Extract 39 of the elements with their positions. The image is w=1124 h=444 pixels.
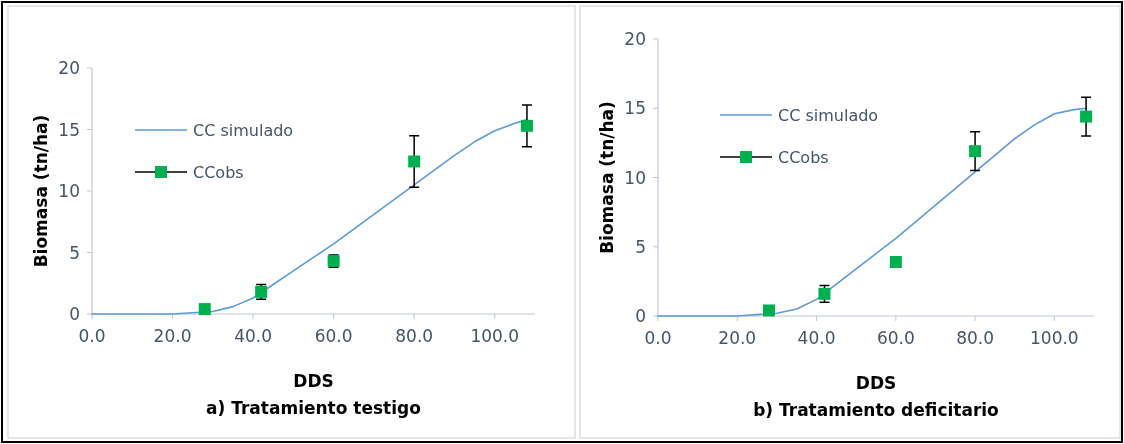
point (1080, 110, 1093, 123)
x-tick-label: 0.0 (644, 328, 672, 348)
x-axis-title: DDS (855, 373, 897, 393)
legend-label: CC simulado (778, 106, 879, 125)
x-axis-title: DDS (293, 371, 334, 391)
x-tick-label: 0.0 (78, 326, 106, 346)
y-tick-label: 10 (58, 181, 80, 201)
point (969, 145, 982, 158)
point (520, 119, 533, 132)
point (408, 155, 421, 168)
x-tick-label: 100.0 (470, 326, 520, 346)
y-tick-label: 0 (69, 304, 80, 324)
y-tick-label: 20 (624, 29, 646, 49)
y-tick-label: 15 (624, 98, 646, 119)
x-tick-label: 80.0 (395, 326, 434, 346)
x-tick-label: 60.0 (876, 328, 915, 348)
point (889, 255, 902, 268)
legend-label: CCobs (193, 163, 244, 182)
text: a) Tratamiento testigo (206, 398, 421, 418)
y-tick-label: 20 (58, 58, 80, 78)
x-tick-label: 40.0 (234, 326, 273, 346)
x-tick-label: 100.0 (1030, 328, 1079, 348)
legend-label: CC simulado (193, 121, 294, 140)
text: b) Tratamiento deficitario (753, 400, 999, 420)
y-axis-title: Biomasa (tn/ha) (31, 114, 51, 268)
y-tick-label: 10 (624, 167, 646, 188)
y-tick-label: 0 (635, 306, 646, 326)
legend-label: CCobs (778, 148, 829, 167)
point (198, 303, 211, 316)
y-tick-label: 5 (69, 242, 80, 263)
x-tick-label: 20.0 (153, 326, 192, 346)
x-tick-label: 20.0 (718, 328, 757, 348)
x-tick-label: 60.0 (314, 326, 353, 346)
y-tick-label: 15 (58, 119, 80, 140)
y-axis-title: Biomasa (tn/ha) (597, 101, 617, 254)
x-tick-label: 40.0 (797, 328, 836, 348)
point (762, 304, 775, 317)
x-tick-label: 80.0 (956, 328, 995, 348)
y-tick-label: 5 (635, 236, 646, 257)
